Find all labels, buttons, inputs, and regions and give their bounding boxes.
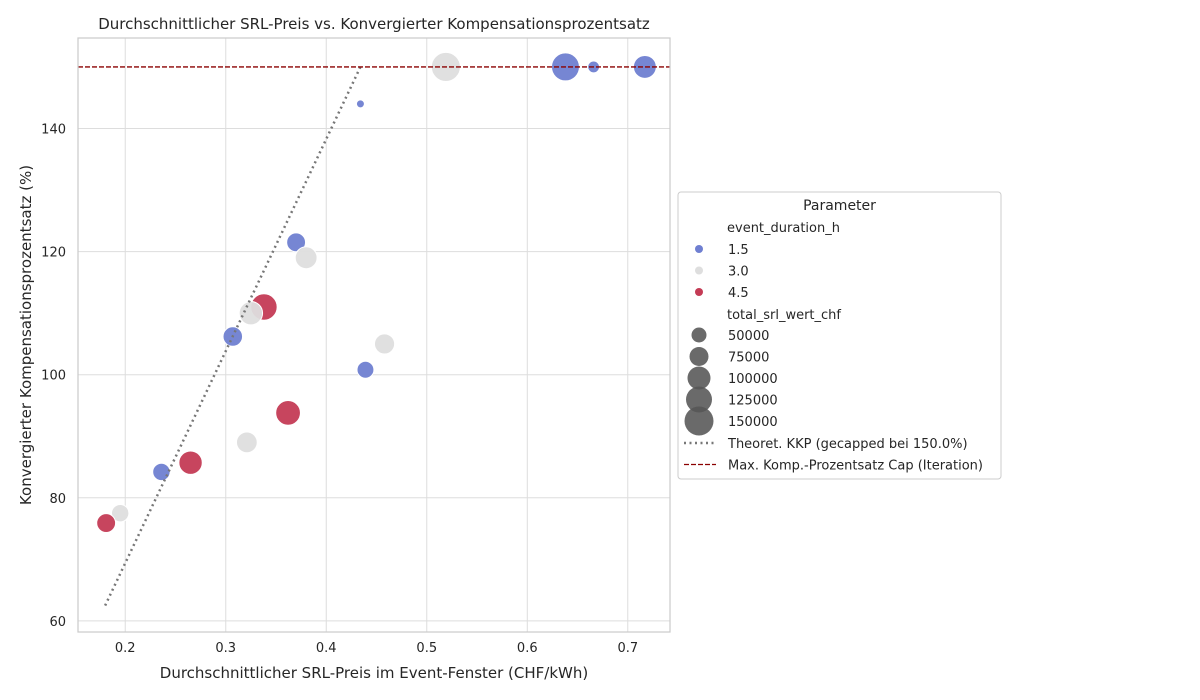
plot-area bbox=[78, 51, 670, 607]
legend-size-marker bbox=[684, 406, 714, 436]
y-tick-label: 60 bbox=[49, 615, 66, 630]
scatter-point bbox=[152, 462, 171, 482]
x-tick-label: 0.7 bbox=[617, 641, 638, 656]
legend-size-label: 75000 bbox=[728, 351, 769, 366]
legend-line-label: Theoret. KKP (gecapped bei 150.0%) bbox=[727, 437, 968, 452]
y-tick-label: 100 bbox=[41, 369, 66, 384]
scatter-point bbox=[286, 232, 307, 253]
theoretical-kkp-line bbox=[104, 66, 362, 607]
legend-size-label: 100000 bbox=[728, 372, 778, 387]
legend-hue-label: 4.5 bbox=[728, 286, 749, 301]
legend-size-label: 150000 bbox=[728, 415, 778, 430]
legend-size-marker bbox=[686, 386, 712, 413]
scatter-point bbox=[373, 333, 396, 355]
legend: Parameter event_duration_h 1.5 3.0 4.5 tot… bbox=[677, 191, 1002, 480]
scatter-point bbox=[294, 246, 318, 270]
y-axis: 60 80 100 120 140 bbox=[41, 122, 66, 629]
x-tick-label: 0.3 bbox=[215, 641, 236, 656]
legend-hue-marker bbox=[695, 288, 703, 296]
scatter-point bbox=[178, 450, 203, 475]
legend-size-label: 50000 bbox=[728, 329, 769, 344]
x-axis: 0.2 0.3 0.4 0.5 0.6 0.7 bbox=[115, 641, 638, 656]
legend-size-marker bbox=[687, 366, 711, 390]
x-tick-label: 0.4 bbox=[316, 641, 337, 656]
legend-title: Parameter bbox=[803, 198, 876, 214]
y-tick-label: 140 bbox=[41, 122, 66, 137]
legend-hue-marker bbox=[695, 266, 703, 275]
scatter-point bbox=[235, 431, 258, 454]
legend-size-title: total_srl_wert_chf bbox=[727, 308, 841, 323]
y-axis-label: Konvergierter Kompensationsprozentsatz (… bbox=[17, 165, 35, 505]
scatter-point bbox=[96, 513, 117, 533]
legend-line-entries: Theoret. KKP (gecapped bei 150.0%) Max. K… bbox=[684, 437, 983, 474]
legend-hue-marker bbox=[695, 245, 703, 253]
plot-grid bbox=[78, 38, 670, 632]
x-tick-label: 0.6 bbox=[517, 641, 538, 656]
legend-size-label: 125000 bbox=[728, 394, 778, 409]
x-tick-label: 0.2 bbox=[115, 641, 136, 656]
legend-size-marker bbox=[691, 327, 707, 343]
scatter-point bbox=[110, 503, 130, 523]
scatter-point bbox=[356, 360, 375, 379]
legend-line-label: Max. Komp.-Prozentsatz Cap (Iteration) bbox=[728, 459, 983, 474]
chart-title: Durchschnittlicher SRL-Preis vs. Konverg… bbox=[98, 15, 650, 33]
y-tick-label: 120 bbox=[41, 246, 66, 261]
scatter-point bbox=[275, 399, 301, 426]
scatter-point bbox=[355, 99, 365, 109]
legend-box bbox=[677, 191, 1002, 480]
legend-size-entries: 50000 75000 100000 125000 150000 bbox=[684, 327, 778, 436]
legend-hue-label: 3.0 bbox=[728, 265, 749, 280]
legend-hue-label: 1.5 bbox=[728, 243, 749, 258]
legend-hue-entries: 1.5 3.0 4.5 bbox=[695, 243, 749, 301]
legend-size-marker bbox=[689, 347, 709, 366]
plot-frame bbox=[77, 37, 671, 633]
x-tick-label: 0.5 bbox=[416, 641, 437, 656]
y-tick-label: 80 bbox=[49, 492, 66, 507]
legend-hue-title: event_duration_h bbox=[727, 221, 840, 236]
scatter-point bbox=[238, 300, 264, 326]
x-axis-label: Durchschnittlicher SRL-Preis im Event-Fe… bbox=[160, 664, 588, 682]
